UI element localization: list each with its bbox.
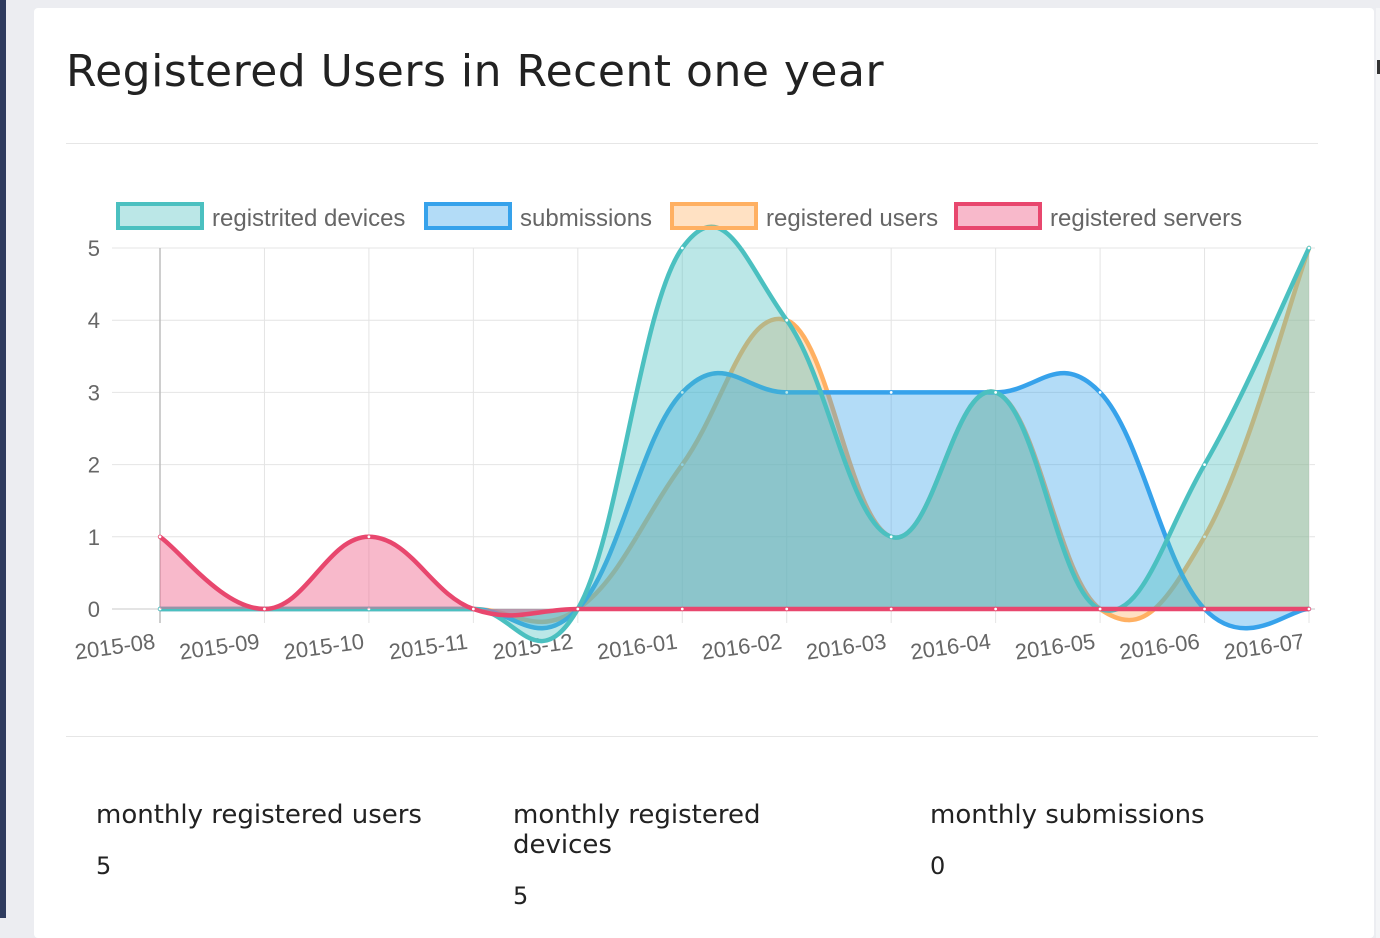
- stats-divider: [66, 736, 1318, 737]
- stat-value: 5: [513, 882, 529, 910]
- stat-monthly-submissions: monthly submissions 0: [930, 800, 1290, 880]
- y-tick-label: 3: [88, 380, 100, 405]
- data-point: [366, 534, 372, 539]
- y-tick-label: 2: [88, 453, 100, 478]
- x-tick-label: 2016-06: [1118, 629, 1201, 665]
- x-tick-label: 2016-07: [1222, 629, 1305, 665]
- legend-swatch: [954, 202, 1042, 230]
- x-tick-label: 2016-04: [909, 629, 992, 665]
- x-tick-label: 2015-10: [282, 629, 365, 665]
- stat-value: 5: [96, 852, 112, 880]
- legend-label: registrited devices: [212, 205, 405, 232]
- legend-label: registered servers: [1050, 205, 1242, 232]
- stat-label: monthly registered devices: [513, 800, 761, 860]
- data-point: [1097, 390, 1103, 395]
- data-point: [680, 462, 685, 467]
- series-area: [160, 226, 1309, 642]
- data-point: [888, 606, 894, 612]
- y-tick-label: 5: [88, 236, 100, 261]
- data-point: [993, 606, 998, 612]
- data-point: [784, 318, 789, 323]
- y-tick-label: 4: [88, 308, 100, 333]
- stat-label: monthly registered users: [96, 800, 422, 830]
- data-point: [1202, 606, 1207, 612]
- data-point: [1306, 606, 1312, 612]
- data-point: [575, 606, 581, 612]
- title-divider: [66, 143, 1318, 144]
- x-tick-label: 2016-03: [804, 629, 887, 665]
- legend-item: registrited devices: [116, 202, 405, 232]
- sidebar-edge: [0, 0, 6, 918]
- legend-item: submissions: [424, 202, 652, 232]
- adjacent-panel-title-fragment: [1377, 60, 1380, 74]
- legend-item: registered users: [670, 202, 938, 232]
- x-tick-label: 2015-09: [178, 629, 261, 665]
- legend-swatch: [424, 202, 512, 230]
- series-registered-servers: [157, 534, 1312, 618]
- x-tick-label: 2015-11: [387, 629, 469, 665]
- series-area: [160, 248, 1309, 622]
- registered-users-panel: Registered Users in Recent one year mont…: [34, 8, 1374, 938]
- data-point: [1306, 245, 1312, 251]
- adjacent-panel: [1376, 8, 1380, 938]
- y-tick-label: 0: [88, 597, 100, 622]
- data-point: [471, 606, 476, 612]
- series-line: [158, 534, 1309, 618]
- x-tick-label: 2016-05: [1013, 629, 1096, 665]
- legend-label: submissions: [520, 205, 652, 232]
- series-area: [160, 373, 1309, 629]
- legend-swatch: [116, 202, 204, 230]
- data-point: [1202, 462, 1207, 467]
- stat-monthly-registered-users: monthly registered users 5: [96, 800, 456, 880]
- data-point: [680, 606, 685, 612]
- legend-swatch: [670, 202, 758, 230]
- stat-monthly-registered-devices: monthly registered devices 5: [513, 800, 813, 910]
- data-point: [888, 534, 894, 539]
- legend-item: registered servers: [954, 202, 1242, 232]
- data-point: [1097, 606, 1103, 612]
- data-point: [680, 390, 685, 395]
- legend-label: registered users: [766, 205, 938, 232]
- x-tick-label: 2016-01: [596, 629, 679, 665]
- data-point: [784, 606, 789, 612]
- y-tick-label: 1: [88, 525, 100, 550]
- data-point: [157, 534, 163, 539]
- panel-title: Registered Users in Recent one year: [66, 46, 885, 97]
- x-tick-label: 2015-08: [73, 629, 156, 665]
- stat-label: monthly submissions: [930, 800, 1205, 830]
- stat-value: 0: [930, 852, 946, 880]
- data-point: [157, 606, 163, 612]
- data-point: [784, 390, 789, 395]
- data-point: [262, 606, 267, 612]
- data-point: [1202, 534, 1207, 539]
- data-point: [366, 606, 372, 612]
- x-tick-label: 2016-02: [700, 629, 783, 665]
- data-point: [993, 390, 998, 395]
- data-point: [888, 390, 894, 395]
- data-point: [680, 245, 685, 251]
